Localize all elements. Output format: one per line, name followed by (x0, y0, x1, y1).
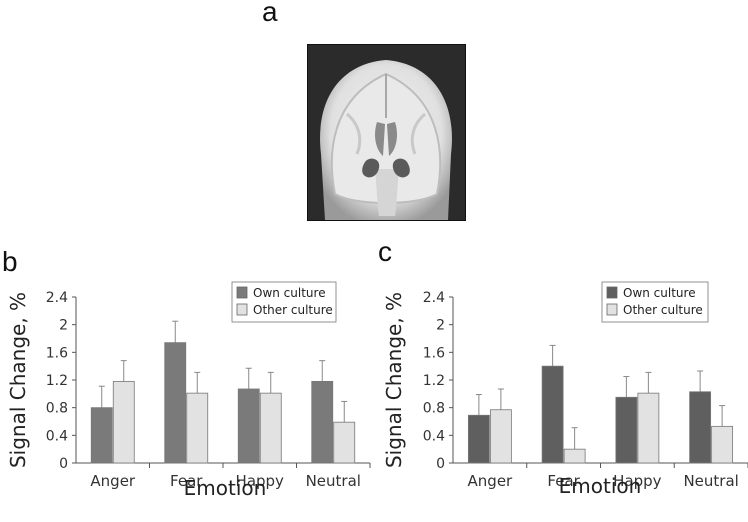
bar (563, 448, 586, 464)
bar (615, 396, 638, 464)
amygdala-left (362, 158, 380, 178)
y-tick-label: 2 (436, 318, 445, 334)
bar (311, 380, 334, 464)
panel-label-c: c (378, 236, 392, 267)
ventricle-right (387, 122, 397, 156)
bar (259, 392, 282, 464)
y-tick-label: 1.2 (46, 373, 68, 389)
x-tick-label: Anger (90, 472, 136, 490)
brain-coronal-image (307, 44, 466, 221)
y-tick-label: 0.4 (423, 428, 445, 444)
x-tick-label: Anger (468, 472, 514, 490)
y-tick-label: 1.6 (423, 345, 445, 361)
brainstem (375, 169, 399, 216)
y-tick-label: 1.6 (46, 345, 68, 361)
legend-label: Own culture (253, 286, 326, 300)
y-tick-label: 0 (436, 456, 445, 472)
y-axis-label: Signal Change, % (6, 292, 30, 468)
x-tick-label: Happy (613, 472, 662, 490)
bar (112, 380, 135, 464)
legend-swatch (236, 303, 248, 316)
x-tick-label: Fear (170, 472, 203, 490)
y-tick-label: 0 (59, 456, 68, 472)
legend-label: Own culture (623, 286, 696, 300)
legend-swatch (606, 303, 618, 316)
y-tick-label: 2.4 (423, 290, 445, 306)
bar (637, 392, 660, 464)
legend-swatch (606, 286, 618, 299)
panel-label-a: a (262, 0, 278, 27)
bar (90, 407, 113, 464)
legend-box (601, 281, 709, 323)
x-tick-label: Happy (236, 472, 285, 490)
x-tick-label: Neutral (306, 472, 361, 490)
bar (467, 414, 490, 464)
y-tick-label: 0.8 (423, 401, 445, 417)
x-axis-label: Emotion (559, 474, 642, 498)
cortex-fold-right (410, 112, 427, 155)
y-tick-label: 0.8 (46, 401, 68, 417)
bar (237, 388, 260, 464)
amygdala-right (392, 158, 410, 178)
x-tick-label: Fear (547, 472, 580, 490)
y-tick-label: 0.4 (46, 428, 68, 444)
ventricle-left (375, 122, 385, 156)
bar (186, 392, 209, 464)
bar (489, 409, 512, 464)
y-tick-label: 1.2 (423, 373, 445, 389)
y-tick-label: 2 (59, 318, 68, 334)
legend-box (231, 281, 337, 323)
cortex-fold-left (345, 112, 362, 155)
legend-swatch (236, 286, 248, 299)
bar (711, 425, 734, 464)
y-axis-label: Signal Change, % (382, 292, 406, 468)
legend-label: Other culture (253, 303, 333, 317)
legend-label: Other culture (623, 303, 703, 317)
y-tick-label: 2.4 (46, 290, 68, 306)
bar (689, 391, 712, 464)
x-tick-label: Neutral (683, 472, 738, 490)
bar (164, 342, 187, 464)
x-axis-label: Emotion (184, 476, 267, 500)
bar (333, 421, 356, 464)
panel-label-b: b (2, 246, 18, 277)
bar (541, 365, 564, 464)
